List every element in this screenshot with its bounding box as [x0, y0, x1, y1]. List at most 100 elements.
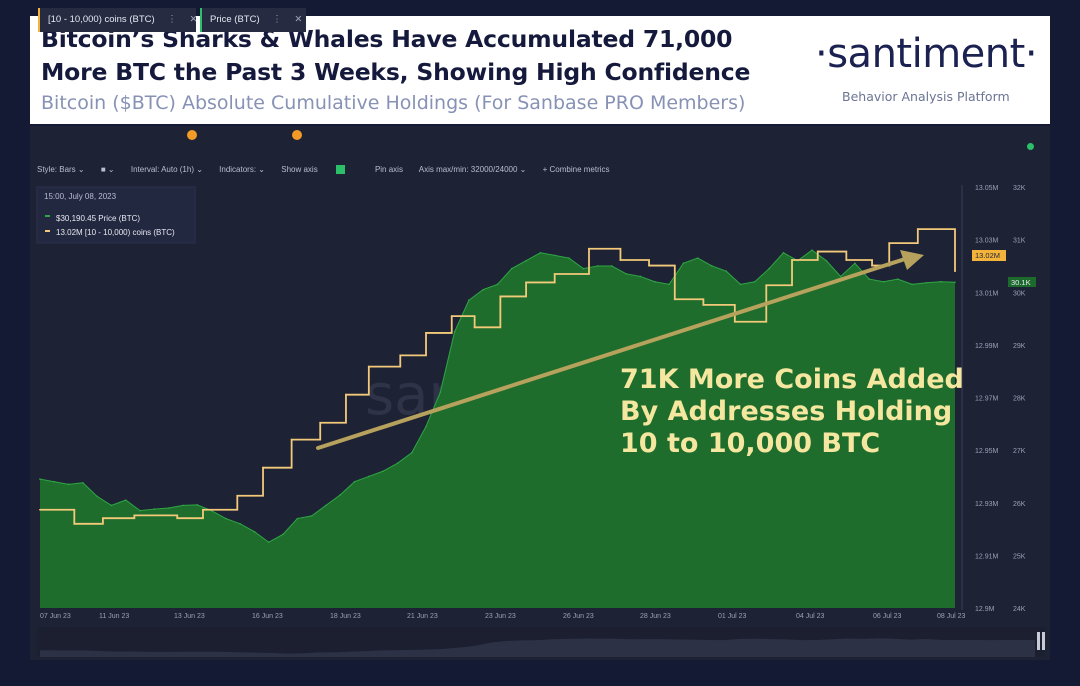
price-point — [124, 499, 127, 501]
tab-price-metric[interactable]: Price (BTC) ⋮ ✕ — [200, 8, 306, 32]
price-point — [725, 270, 728, 273]
price-point — [139, 509, 141, 512]
y-tick-label-price: 24K — [1013, 606, 1026, 613]
holdings-legend-swatch — [45, 230, 50, 232]
metric-badge-icon — [187, 130, 197, 140]
pin-axis-toggle[interactable]: Pin axis — [374, 165, 403, 174]
x-tick-label: 13 Jun 23 — [174, 613, 205, 620]
status-dot-icon[interactable] — [1027, 143, 1034, 150]
navigator-handle[interactable] — [1042, 632, 1045, 650]
price-point — [425, 425, 427, 428]
holdings-point — [102, 517, 104, 520]
holdings-point — [319, 421, 322, 424]
y-tick-label-price: 32K — [1013, 185, 1026, 192]
price-area — [40, 250, 955, 608]
y-tick-label-holdings: 12.91M — [975, 553, 999, 560]
tooltip-holdings: 13.02M [10 - 10,000) coins (BTC) — [56, 228, 175, 237]
close-icon[interactable]: ✕ — [189, 14, 198, 25]
color-select[interactable]: ■ ⌄ — [100, 165, 115, 174]
x-tick-label: 07 Jun 23 — [40, 613, 71, 620]
price-point — [682, 262, 685, 265]
price-point — [882, 280, 885, 283]
y-tick-label-price: 28K — [1013, 396, 1026, 403]
y-tick-label-holdings: 13.05M — [975, 185, 999, 192]
price-point — [82, 481, 84, 484]
price-point — [67, 483, 70, 486]
holdings-point — [133, 514, 136, 517]
price-point — [754, 280, 756, 283]
price-point — [925, 281, 928, 284]
holdings-point — [450, 315, 453, 318]
title-line-2: More BTC the Past 3 Weeks, Showing High … — [41, 58, 751, 86]
holdings-point — [176, 517, 179, 520]
price-series — [39, 249, 956, 608]
style-select[interactable]: Style: Bars ⌄ — [37, 165, 85, 174]
price-point — [382, 470, 384, 472]
chart-toolbar: Style: Bars ⌄ ■ ⌄ Interval: Auto (1h) ⌄ … — [37, 165, 624, 175]
close-icon[interactable]: ✕ — [294, 14, 303, 25]
y-tick-label-holdings: 12.99M — [975, 343, 999, 350]
holdings-point — [553, 273, 556, 275]
y-tick-label-holdings: 12.9M — [975, 606, 995, 613]
holdings-point — [673, 298, 676, 301]
last-price-value: 30.1K — [1011, 278, 1031, 287]
price-point — [811, 249, 813, 251]
y-tick-label-holdings: 12.97M — [975, 396, 999, 403]
price-point — [196, 504, 199, 506]
metric-badge-icon — [292, 130, 302, 140]
price-point — [53, 480, 56, 483]
price-point — [568, 257, 570, 259]
x-tick-label: 16 Jun 23 — [252, 613, 283, 620]
x-tick-label: 26 Jun 23 — [563, 613, 594, 620]
holdings-point — [473, 326, 476, 329]
price-point — [782, 251, 785, 254]
y-tick-label-price: 31K — [1013, 238, 1026, 245]
price-point — [110, 504, 113, 507]
trend-arrow-head — [900, 250, 924, 270]
tab-holdings-metric[interactable]: [10 - 10,000) coins (BTC) ⋮ ✕ — [38, 8, 198, 32]
price-point — [39, 478, 41, 480]
axis-range-select[interactable]: Axis max/min: 32000/24000 ⌄ — [418, 165, 527, 174]
holdings-series — [39, 228, 956, 525]
holdings-point — [845, 259, 848, 261]
holdings-point — [345, 393, 347, 396]
price-point — [525, 259, 527, 262]
price-point — [611, 265, 613, 267]
holdings-point — [916, 228, 919, 231]
combine-metrics-button[interactable]: + Combine metrics — [542, 165, 610, 174]
more-options-icon[interactable]: ⋮ — [167, 14, 177, 25]
show-axis-toggle[interactable]: Show axis — [281, 165, 358, 175]
tooltip-box — [36, 186, 196, 244]
price-point — [825, 259, 828, 262]
y-tick-label-holdings: 12.93M — [975, 501, 999, 508]
holdings-point — [290, 438, 293, 441]
holdings-point — [262, 466, 264, 469]
more-options-icon[interactable]: ⋮ — [272, 14, 282, 25]
interval-select[interactable]: Interval: Auto (1h) ⌄ — [130, 165, 203, 174]
holdings-point — [816, 250, 819, 253]
show-axis-label: Show axis — [281, 165, 318, 174]
holdings-point — [367, 365, 370, 368]
tooltip-date: 15:00, July 08, 2023 — [44, 192, 117, 201]
trend-arrow-shaft — [316, 257, 907, 450]
indicators-select[interactable]: Indicators: ⌄ — [219, 165, 265, 174]
last-holdings-value: 13.02M — [975, 251, 1000, 260]
holdings-point — [202, 508, 204, 511]
price-point — [596, 265, 599, 267]
holdings-point — [525, 281, 527, 284]
annotation-line-1: 71K More Coins Added — [620, 364, 964, 395]
navigator-sparkline — [40, 638, 1035, 657]
holdings-point — [499, 295, 502, 298]
tooltip-price: $30,190.45 Price (BTC) — [56, 214, 140, 223]
price-point — [539, 251, 542, 254]
navigator-handle[interactable] — [1037, 632, 1040, 650]
checkbox-icon[interactable] — [335, 165, 345, 175]
price-point — [639, 275, 642, 278]
price-point — [267, 541, 270, 544]
brand-logo: ·santiment· — [815, 31, 1038, 77]
x-tick-label: 04 Jul 23 — [796, 613, 825, 620]
last-price-badge — [1008, 277, 1036, 287]
holdings-axis: 13.05M 13.03M 13.01M 12.99M 12.97M 12.95M 12.9… — [975, 185, 999, 613]
price-point — [911, 283, 913, 286]
